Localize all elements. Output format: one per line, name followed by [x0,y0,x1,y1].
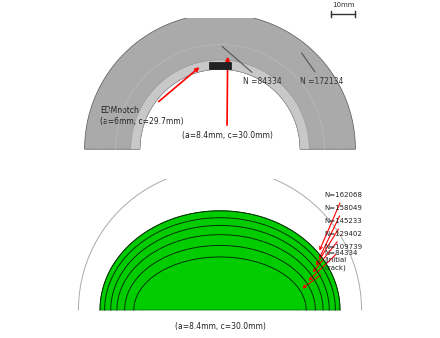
FancyBboxPatch shape [209,62,231,69]
Text: N=162068: N=162068 [320,192,363,249]
Polygon shape [131,60,309,149]
Text: (a=8.4mm, c=30.0mm): (a=8.4mm, c=30.0mm) [182,58,272,140]
Polygon shape [84,14,356,149]
Text: N=158049: N=158049 [319,205,363,258]
Text: N=84334
(Initial
crack): N=84334 (Initial crack) [303,249,358,288]
Text: N =84334: N =84334 [222,46,282,86]
Text: 10mm: 10mm [332,2,354,8]
Text: N =172134: N =172134 [300,53,343,86]
Text: EDMnotch
(a=6mm, c=29.7mm): EDMnotch (a=6mm, c=29.7mm) [100,68,198,125]
Polygon shape [100,211,340,310]
Text: N=129402: N=129402 [314,231,363,271]
Text: N=109739: N=109739 [309,244,363,280]
Text: N=145233: N=145233 [317,218,363,264]
Text: (a=8.4mm, c=30.0mm): (a=8.4mm, c=30.0mm) [175,322,265,331]
